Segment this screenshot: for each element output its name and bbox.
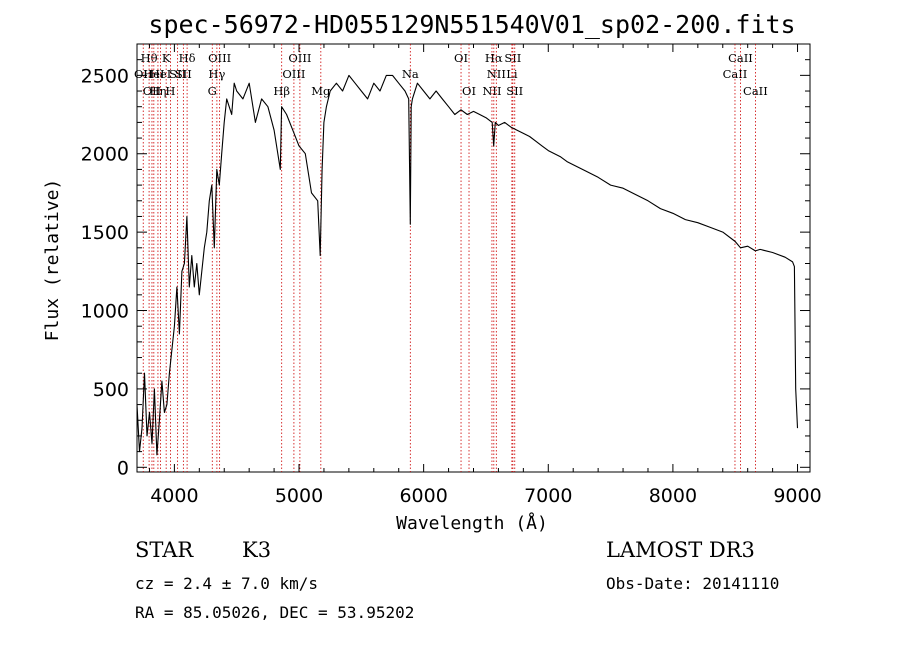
- redshift-readout: cz = 2.4 ± 7.0 km/s: [135, 574, 319, 593]
- y-tick-label: 1500: [81, 222, 129, 244]
- x-tick-label: 5000: [275, 485, 323, 507]
- marker-label: K: [162, 51, 171, 65]
- marker-label: HeI: [143, 67, 164, 81]
- marker-label: OII: [134, 67, 153, 81]
- marker-label: Hβ: [273, 84, 290, 98]
- marker-label: OII: [143, 84, 162, 98]
- x-axis-label: Wavelength (Å): [396, 512, 548, 534]
- sky-coordinates: RA = 85.05026, DEC = 53.95202: [135, 603, 415, 622]
- y-tick-label: 2000: [81, 144, 129, 166]
- marker-label: SII: [506, 84, 523, 98]
- object-subclass: K3: [242, 538, 272, 562]
- x-tick-label: 6000: [399, 485, 447, 507]
- line-markers: OIIHθOIIHeIHηHeIKHSIISIIHδGHγOIIIHβOIIIO…: [134, 44, 768, 472]
- x-tick-label: 4000: [150, 485, 198, 507]
- marker-label: CaII: [743, 84, 768, 98]
- plot-frame: [136, 43, 811, 473]
- observation-date: Obs-Date: 20141110: [606, 574, 780, 593]
- y-axis-label: Flux (relative): [42, 179, 63, 342]
- marker-label: CaII: [728, 51, 753, 65]
- marker-label: OIII: [288, 51, 311, 65]
- marker-label: G: [208, 84, 217, 98]
- marker-label: Hη: [149, 84, 166, 98]
- marker-label: SII: [169, 67, 186, 81]
- marker-label: Hθ: [141, 51, 158, 65]
- marker-label: Li: [506, 67, 518, 81]
- x-tick-label: 8000: [649, 485, 697, 507]
- x-tick-label: 9000: [773, 485, 821, 507]
- survey-name: LAMOST DR3: [606, 538, 755, 562]
- flux-series-line: [136, 74, 799, 456]
- marker-label: CaII: [723, 67, 748, 81]
- marker-label: OI: [462, 84, 476, 98]
- marker-label: Hγ: [208, 67, 225, 81]
- marker-label: OI: [454, 51, 468, 65]
- y-tick-label: 2500: [81, 65, 129, 87]
- marker-label: SII: [175, 67, 192, 81]
- marker-label: H: [165, 84, 175, 98]
- axis-ticks: 4000 5000 6000 7000 8000 9000 0 500 1000 1500 2000…: [81, 44, 822, 507]
- marker-label: HeI: [150, 67, 171, 81]
- chart-title: spec-56972-HD055129N551540V01_sp02-200.f…: [148, 10, 795, 39]
- marker-label: Mg: [311, 84, 331, 98]
- marker-label: SII: [504, 51, 521, 65]
- marker-label: OIII: [208, 51, 231, 65]
- marker-label: Na: [402, 67, 419, 81]
- object-class: STAR: [135, 538, 194, 562]
- y-tick-label: 500: [93, 379, 129, 401]
- marker-label: OIII: [282, 67, 305, 81]
- y-tick-label: 0: [117, 457, 129, 479]
- x-tick-label: 7000: [524, 485, 572, 507]
- y-tick-label: 1000: [81, 301, 129, 323]
- marker-label: Hδ: [179, 51, 196, 65]
- marker-label: NII: [482, 84, 501, 98]
- marker-label: Hα: [485, 51, 503, 65]
- marker-label: NII: [487, 67, 506, 81]
